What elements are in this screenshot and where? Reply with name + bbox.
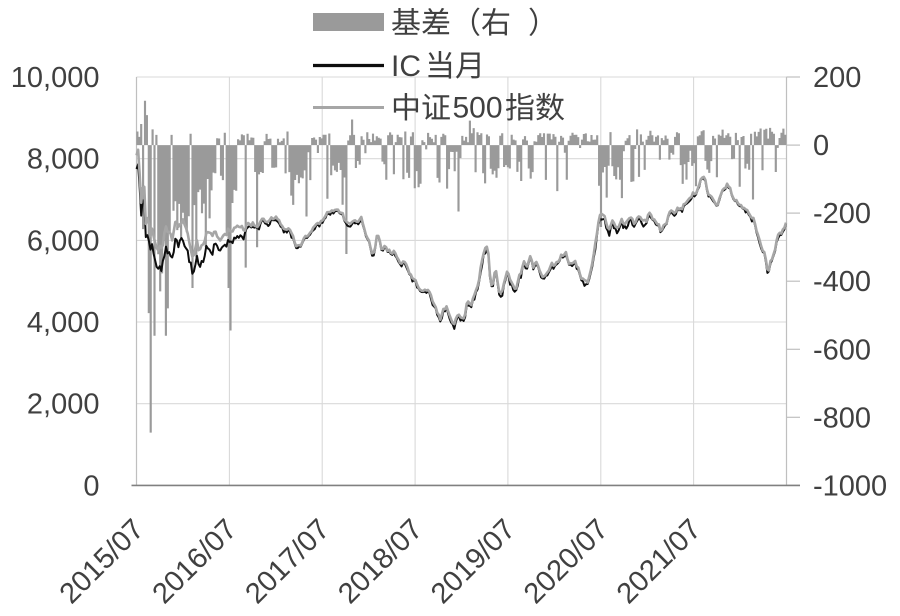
svg-text:-600: -600 (813, 334, 871, 366)
svg-text:0: 0 (813, 130, 829, 162)
svg-text:4,000: 4,000 (27, 307, 100, 339)
svg-text:2,000: 2,000 (27, 389, 100, 421)
svg-text:-400: -400 (813, 266, 871, 298)
svg-text:-200: -200 (813, 198, 871, 230)
svg-text:200: 200 (813, 62, 861, 94)
svg-text:0: 0 (83, 470, 99, 502)
svg-text:8,000: 8,000 (27, 144, 100, 176)
svg-text:10,000: 10,000 (11, 62, 100, 94)
svg-text:500: 500 (453, 92, 503, 125)
svg-text:IC: IC (391, 50, 421, 83)
svg-text:6,000: 6,000 (27, 225, 100, 257)
svg-text:-800: -800 (813, 402, 871, 434)
svg-text:-1000: -1000 (813, 470, 887, 502)
